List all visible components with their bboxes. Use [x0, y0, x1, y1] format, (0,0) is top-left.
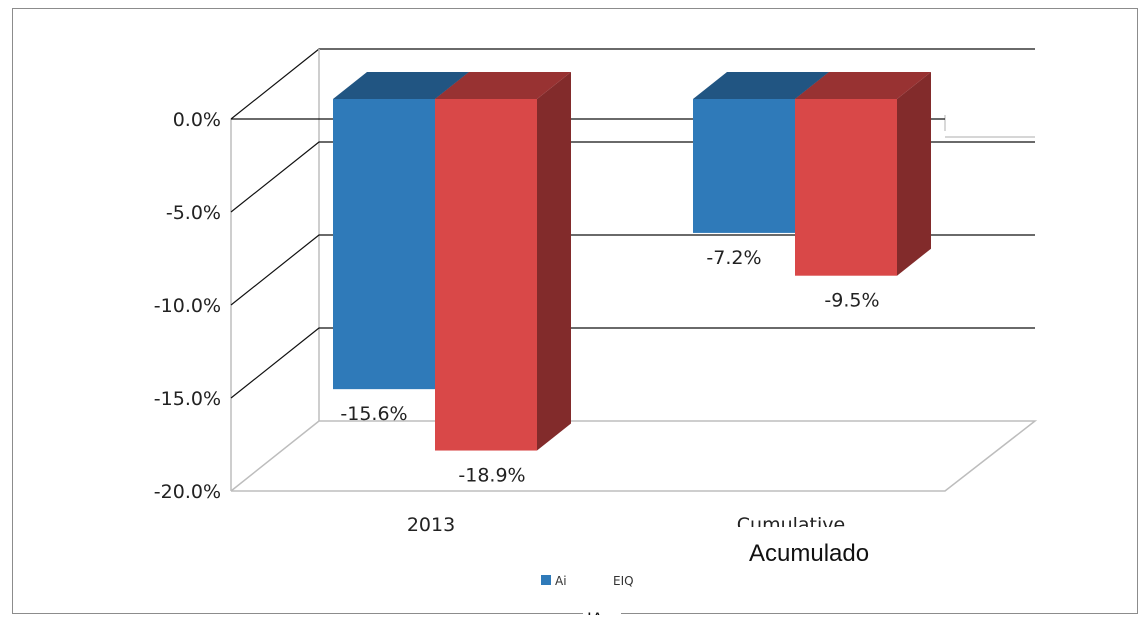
legend-swatch: [541, 575, 551, 585]
bar-front-ai-1: [693, 99, 795, 233]
data-labels: -15.6% -18.9% -7.2% -9.5%: [340, 247, 879, 487]
translation-label: Acumulado: [749, 540, 869, 567]
footer-label: IA: [587, 609, 604, 615]
legend-label: EIQ: [613, 574, 634, 588]
y-axis-tick-labels: 0.0% -5.0% -10.0% -15.0% -20.0%: [154, 109, 221, 503]
bar-side-face: [897, 72, 931, 276]
footer-mask: [583, 607, 621, 615]
chart-svg: 0.0% -5.0% -10.0% -15.0% -20.0% -15.6% -18.9%…: [154, 48, 1038, 615]
bar-top-face: [795, 72, 931, 99]
y-tick-label: -10.0%: [154, 295, 221, 317]
bar-front-eiq-0: [435, 99, 537, 451]
bar-front-ai-0: [333, 99, 435, 390]
y-tick-label: -20.0%: [154, 481, 221, 503]
data-label: -15.6%: [340, 403, 407, 425]
chart-frame: 0.0% -5.0% -10.0% -15.0% -20.0% -15.6% -18.9%…: [12, 8, 1138, 615]
bar-top-face: [435, 72, 571, 99]
data-label: -9.5%: [824, 290, 879, 312]
category-label: 2013: [407, 514, 455, 536]
legend: Ai EIQ: [541, 574, 634, 588]
legend-label: Ai: [555, 574, 567, 588]
y-tick-label: 0.0%: [173, 109, 221, 131]
bars: [333, 72, 931, 451]
floor-outline: [230, 420, 1038, 492]
overlay-mask: [693, 527, 953, 569]
y-tick-label: -15.0%: [154, 388, 221, 410]
data-label: -7.2%: [706, 247, 761, 269]
y-tick-label: -5.0%: [166, 202, 221, 224]
bar-side-face: [537, 72, 571, 451]
bar-front-eiq-1: [795, 99, 897, 276]
data-label: -18.9%: [458, 465, 525, 487]
bar-top-face: [333, 72, 469, 99]
gridline: [230, 327, 1035, 399]
bar-top-face: [693, 72, 829, 99]
